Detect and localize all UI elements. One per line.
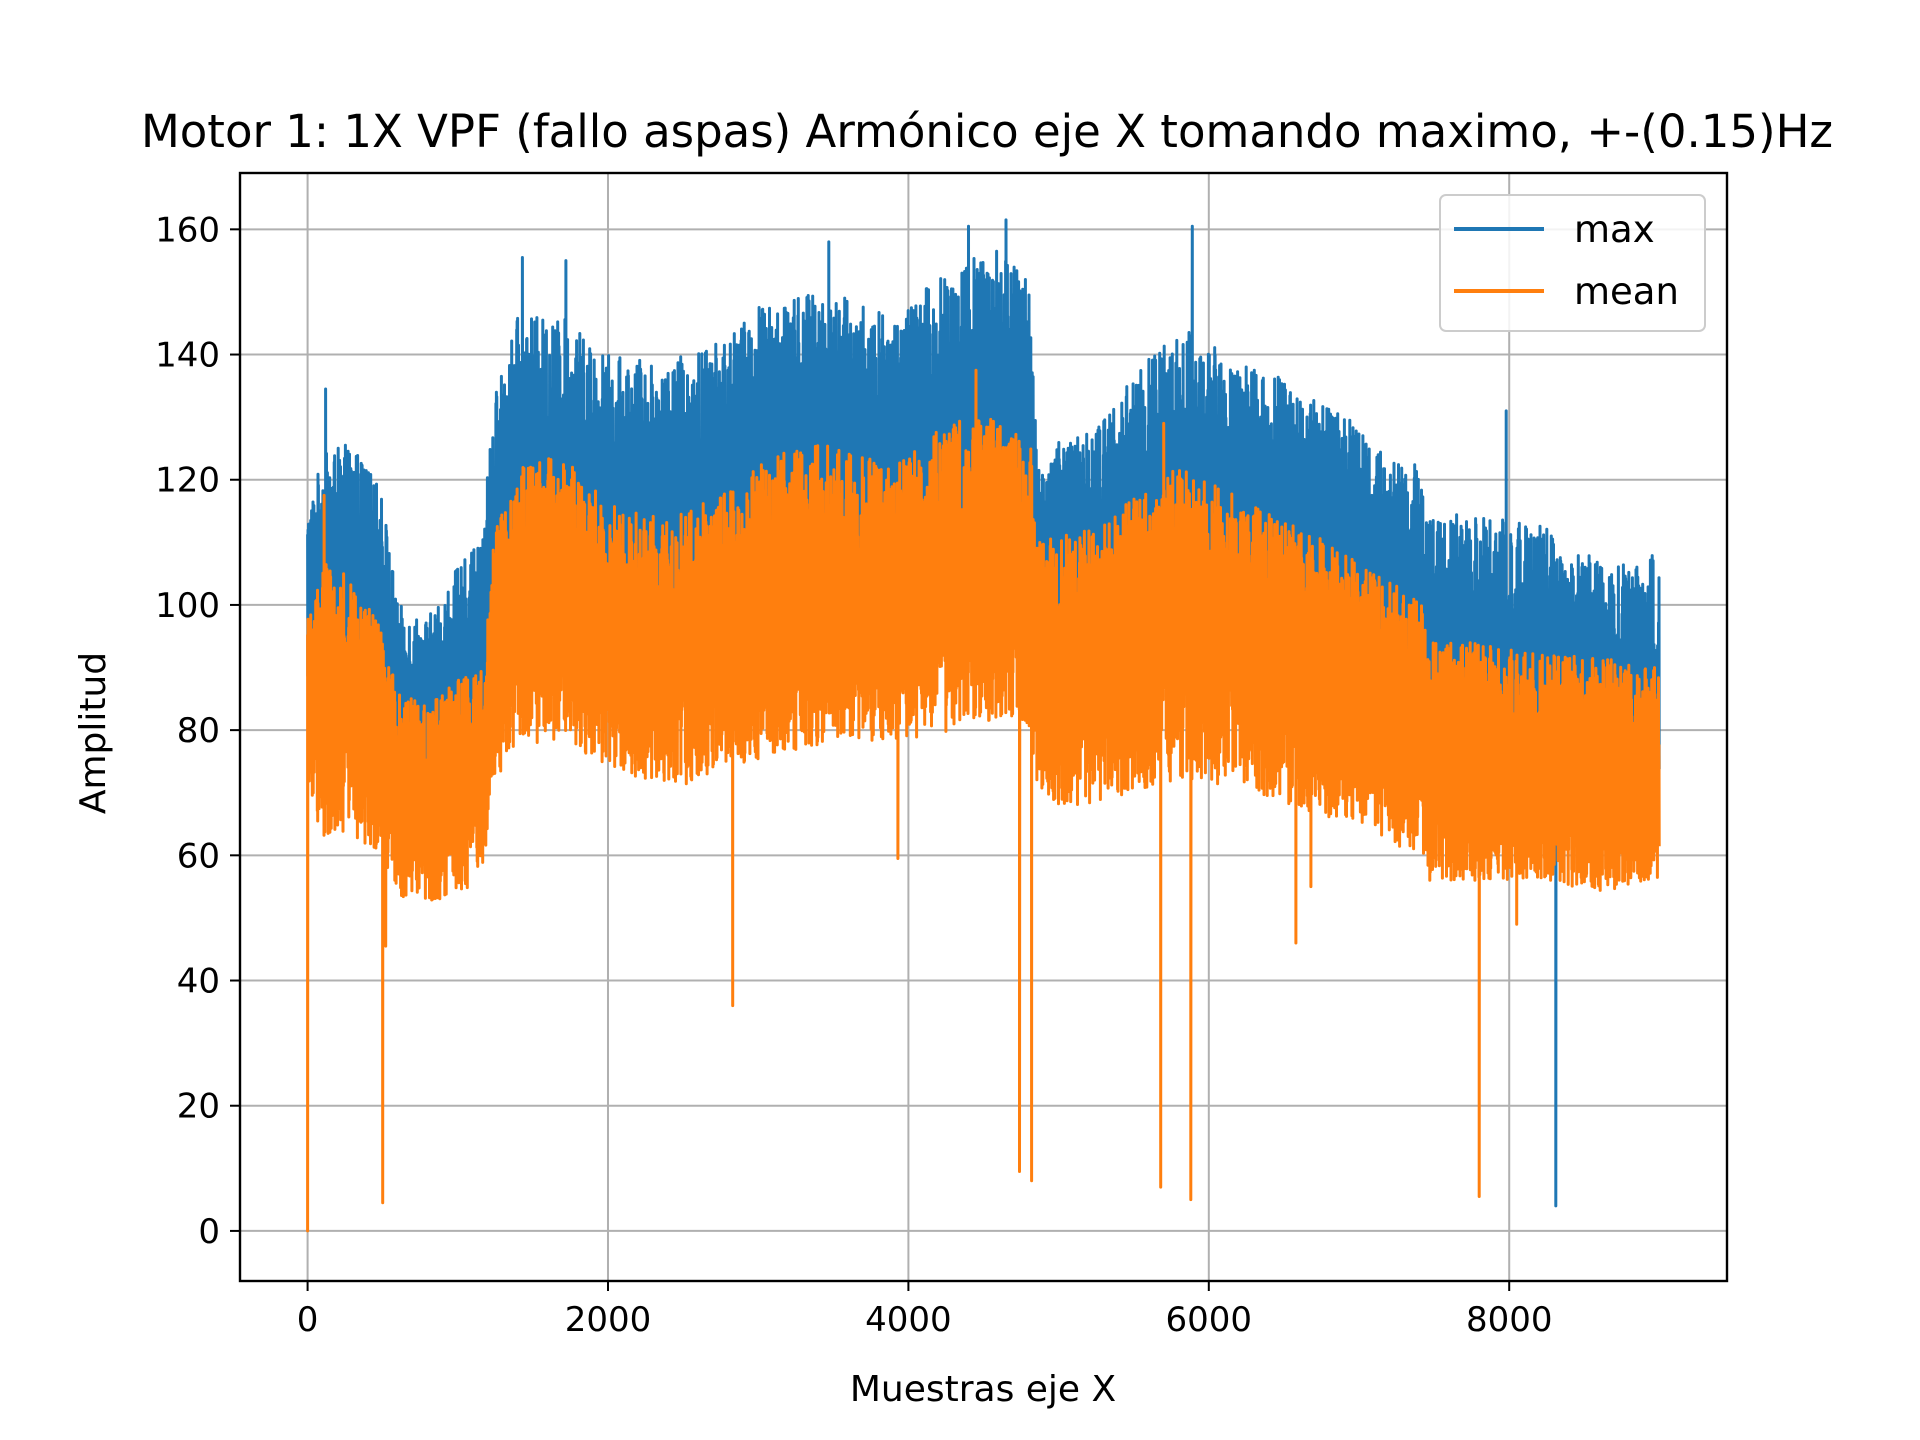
x-tick-label: 0 (297, 1300, 319, 1340)
legend-label-max: max (1574, 208, 1655, 251)
y-axis: 0 20 40 60 80 100 120 140 160 (155, 210, 240, 1252)
y-tick-label: 60 (177, 836, 220, 876)
legend-label-mean: mean (1574, 270, 1679, 313)
y-tick-label: 0 (198, 1212, 220, 1252)
x-tick-label: 8000 (1466, 1300, 1553, 1340)
y-tick-label: 100 (155, 586, 220, 626)
y-tick-label: 140 (155, 336, 220, 376)
y-tick-label: 80 (177, 711, 220, 751)
x-tick-label: 4000 (865, 1300, 952, 1340)
y-axis-label: Amplitud (73, 652, 114, 814)
y-tick-label: 20 (177, 1087, 220, 1127)
x-tick-label: 6000 (1166, 1300, 1253, 1340)
x-axis: 0 2000 4000 6000 8000 (297, 1281, 1553, 1340)
y-tick-label: 40 (177, 962, 220, 1002)
plot-area (306, 218, 1661, 1233)
y-tick-label: 120 (155, 461, 220, 501)
x-tick-label: 2000 (565, 1300, 652, 1340)
x-axis-label: Muestras eje X (850, 1369, 1116, 1410)
series-line-mean (306, 368, 1661, 1233)
y-tick-label: 160 (155, 210, 220, 250)
legend: max mean (1439, 194, 1706, 332)
plot-frame (238, 171, 1729, 1283)
chart-title: Motor 1: 1X VPF (fallo aspas) Armónico e… (141, 105, 1833, 158)
